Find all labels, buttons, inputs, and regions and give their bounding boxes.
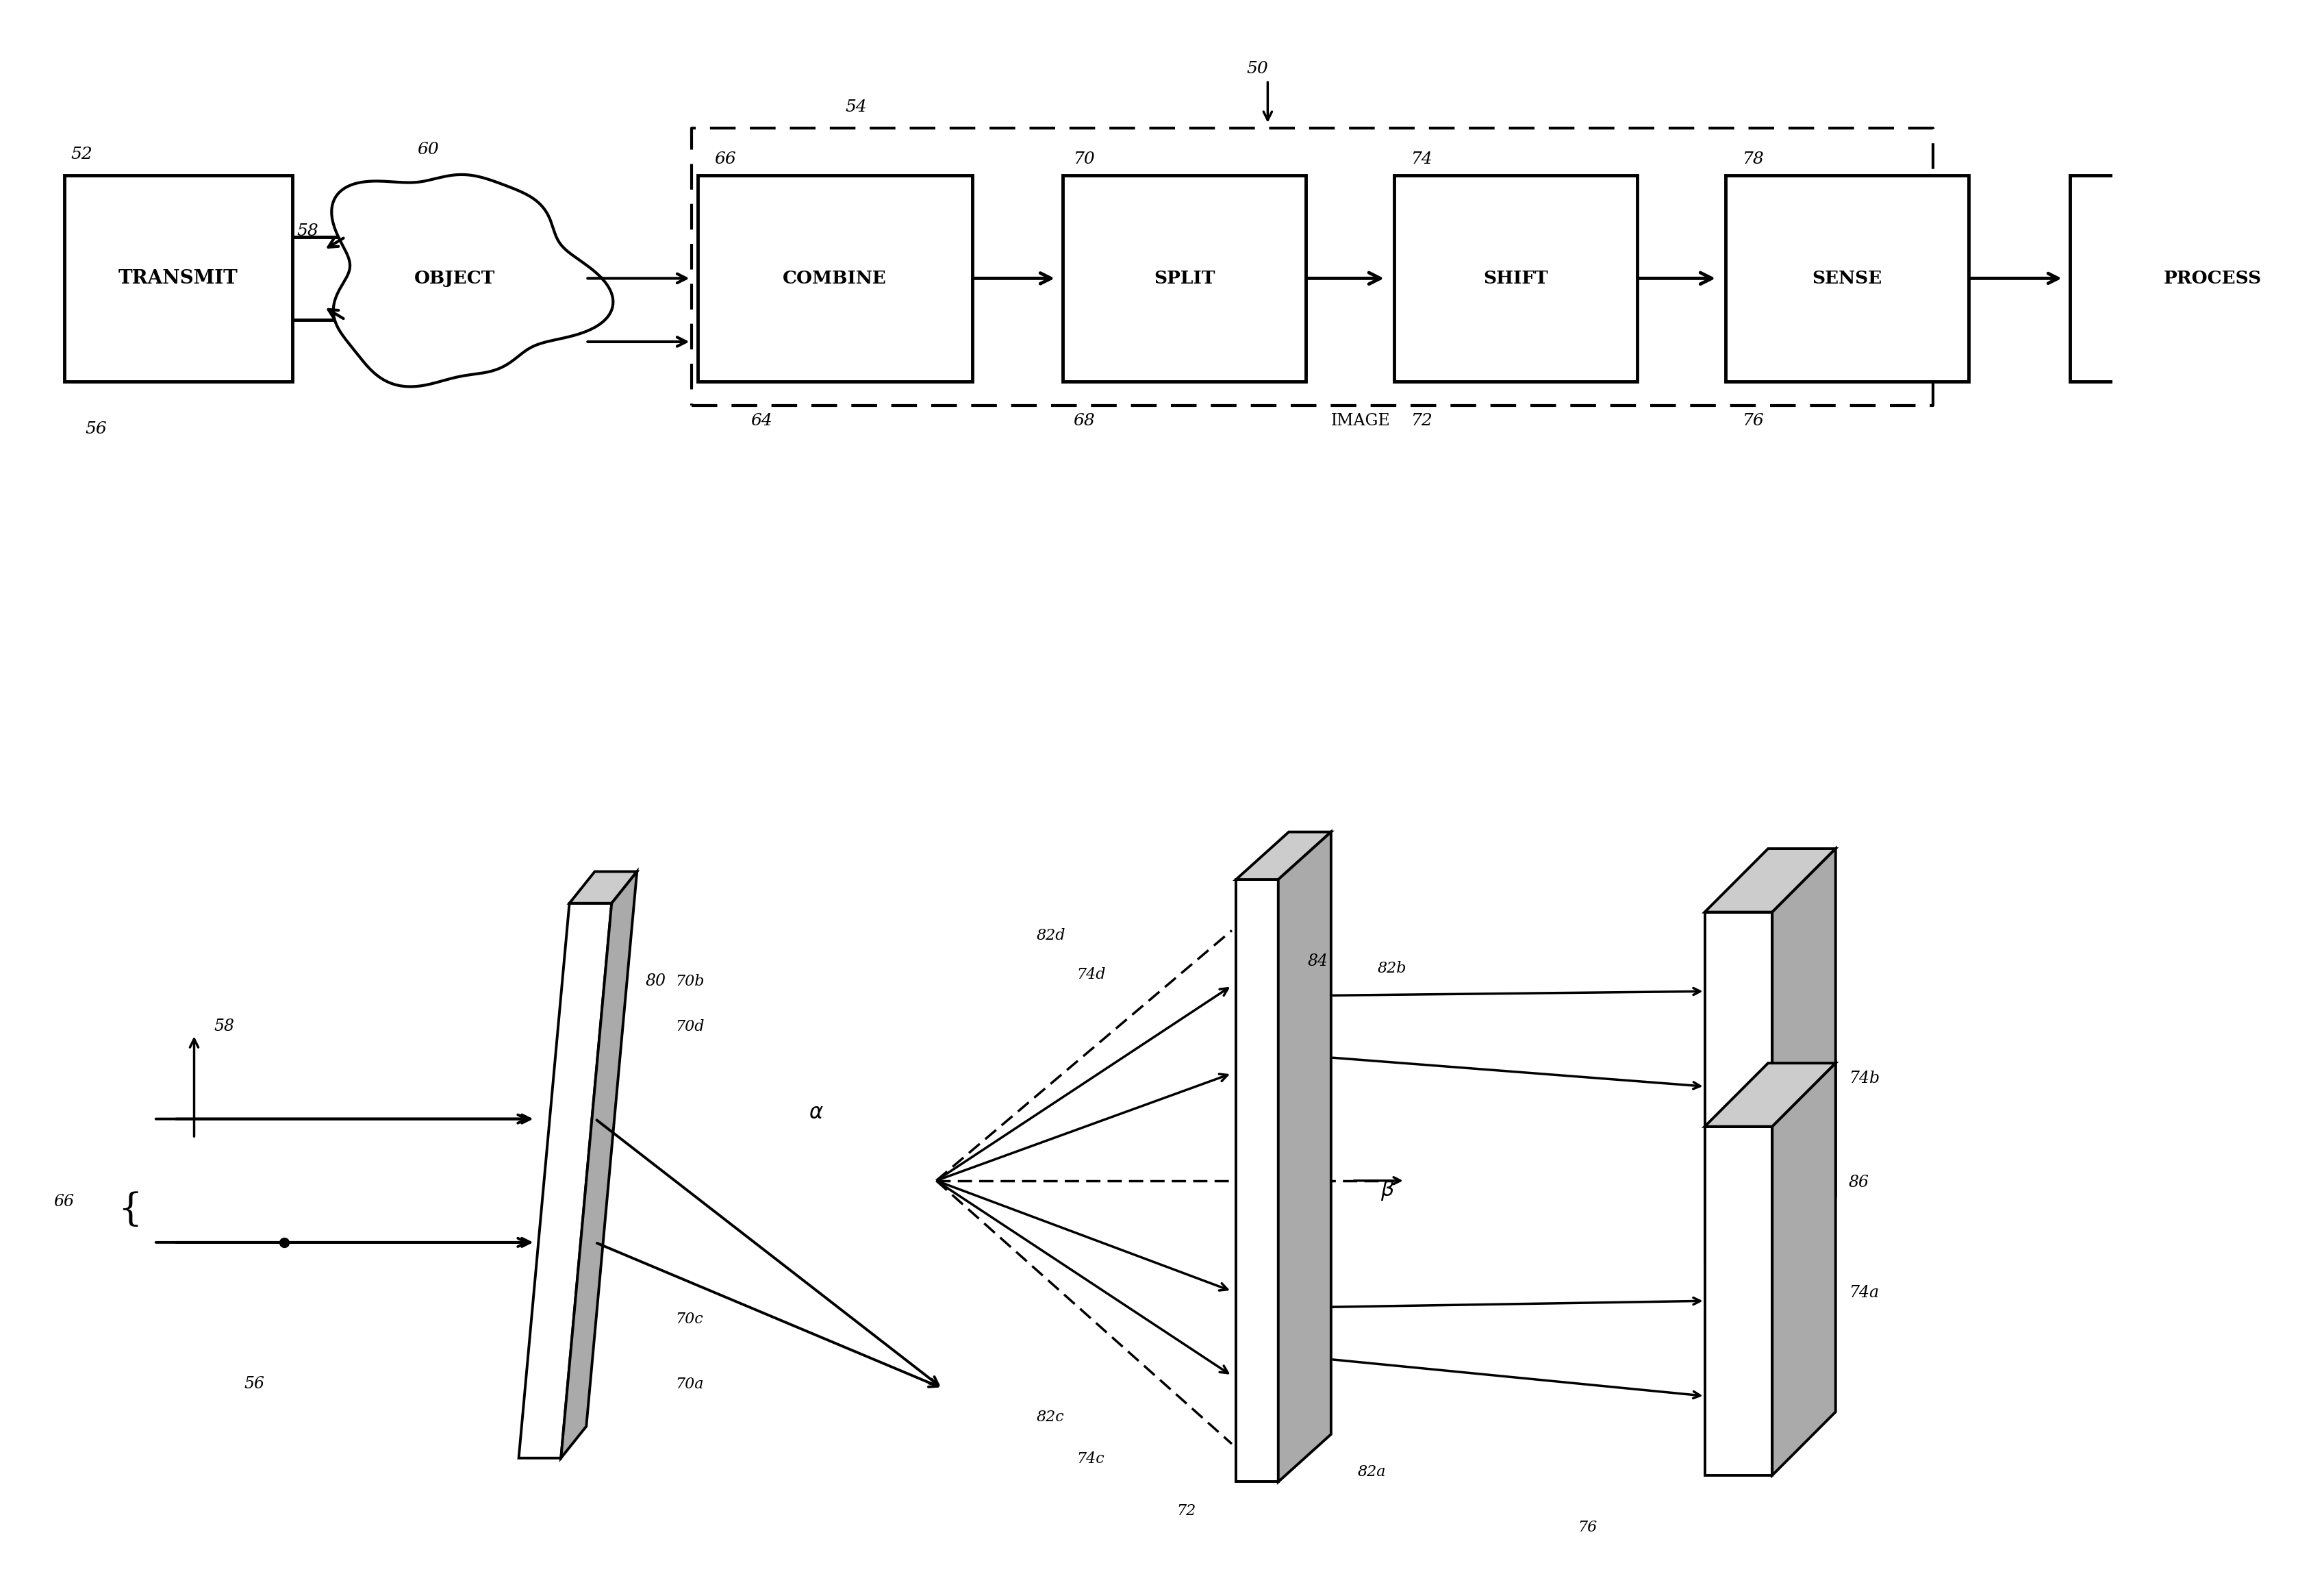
Text: 78: 78	[1743, 152, 1764, 167]
Polygon shape	[560, 871, 637, 1458]
Text: 54: 54	[846, 100, 867, 116]
Polygon shape	[1706, 913, 1773, 1260]
Polygon shape	[1278, 832, 1332, 1482]
Polygon shape	[1773, 849, 1836, 1260]
Bar	[1062, 175, 1306, 381]
Text: 60: 60	[416, 143, 439, 157]
Text: 74c: 74c	[1076, 1452, 1104, 1466]
Text: SHIFT: SHIFT	[1483, 270, 1548, 287]
Text: 68: 68	[1074, 413, 1095, 428]
Bar	[1394, 175, 1636, 381]
Text: 74a: 74a	[1850, 1285, 1880, 1301]
Text: 84: 84	[1308, 954, 1327, 970]
Text: 74d: 74d	[1076, 968, 1106, 982]
Text: {: {	[119, 1192, 142, 1228]
Polygon shape	[1706, 1063, 1836, 1127]
Text: TRANSMIT: TRANSMIT	[119, 270, 237, 287]
Polygon shape	[1773, 1063, 1836, 1476]
Text: OBJECT: OBJECT	[414, 270, 495, 287]
Text: 82c: 82c	[1037, 1409, 1064, 1425]
Polygon shape	[518, 903, 611, 1458]
Text: 82a: 82a	[1357, 1465, 1385, 1479]
Text: 50: 50	[1246, 62, 1269, 78]
Text: PROCESS: PROCESS	[2164, 270, 2261, 287]
Text: SPLIT: SPLIT	[1153, 270, 1215, 287]
Text: 76: 76	[1743, 413, 1764, 428]
Text: 76: 76	[1578, 1520, 1597, 1535]
Text: 82b: 82b	[1378, 960, 1406, 976]
Text: 86: 86	[1850, 1174, 1868, 1190]
Text: 70d: 70d	[676, 1019, 704, 1035]
Text: 74: 74	[1411, 152, 1434, 167]
Text: $\beta$: $\beta$	[1380, 1179, 1394, 1203]
Polygon shape	[1236, 832, 1332, 879]
Polygon shape	[1236, 879, 1278, 1482]
Bar	[1727, 175, 1968, 381]
Text: 58: 58	[297, 222, 318, 238]
Text: 56: 56	[244, 1376, 265, 1392]
Text: 70c: 70c	[676, 1312, 704, 1327]
Text: 70a: 70a	[676, 1378, 704, 1392]
Polygon shape	[1706, 849, 1836, 913]
Text: $\alpha$: $\alpha$	[809, 1101, 823, 1124]
Text: 66: 66	[53, 1193, 74, 1209]
Text: 66: 66	[713, 152, 737, 167]
Text: 64: 64	[751, 413, 772, 428]
Text: 56: 56	[86, 421, 107, 436]
Text: 74b: 74b	[1850, 1071, 1880, 1087]
Bar	[65, 175, 293, 381]
Text: 58: 58	[214, 1019, 235, 1035]
Polygon shape	[569, 871, 637, 903]
Polygon shape	[332, 175, 614, 387]
Bar	[2071, 175, 2324, 381]
Text: 72: 72	[1176, 1503, 1197, 1519]
Text: COMBINE: COMBINE	[783, 270, 888, 287]
Text: 80: 80	[646, 973, 667, 989]
Text: 52: 52	[70, 148, 93, 162]
Text: 70: 70	[1074, 152, 1095, 167]
Text: 70b: 70b	[676, 974, 704, 989]
Text: 82d: 82d	[1037, 928, 1067, 943]
Bar	[697, 175, 971, 381]
Text: IMAGE: IMAGE	[1332, 413, 1390, 428]
Polygon shape	[1706, 1127, 1773, 1476]
Text: SENSE: SENSE	[1813, 270, 1882, 287]
Text: 72: 72	[1411, 413, 1434, 428]
